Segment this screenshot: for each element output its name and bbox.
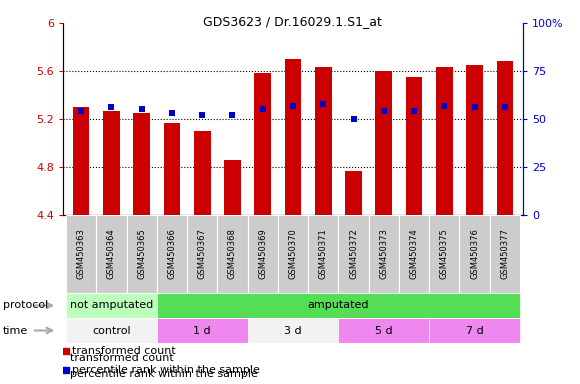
Text: GSM450376: GSM450376 [470, 228, 479, 280]
Bar [338, 318, 429, 343]
Bar [375, 71, 392, 215]
Text: GSM450365: GSM450365 [137, 228, 146, 280]
Bar [436, 68, 452, 215]
Bar [308, 215, 338, 293]
Text: protocol: protocol [3, 301, 48, 311]
Point [107, 104, 116, 111]
Text: GSM450370: GSM450370 [288, 228, 298, 280]
Text: control: control [92, 326, 130, 336]
Text: time: time [3, 326, 28, 336]
Point [440, 103, 449, 109]
Bar [126, 215, 157, 293]
Text: GSM450372: GSM450372 [349, 228, 358, 280]
Text: GSM450369: GSM450369 [258, 228, 267, 280]
Point [318, 101, 328, 107]
Point [379, 108, 389, 114]
Text: amputated: amputated [307, 301, 369, 311]
Bar [194, 131, 211, 215]
Text: GSM450371: GSM450371 [319, 228, 328, 280]
Bar [345, 170, 362, 215]
Bar [255, 73, 271, 215]
Bar [133, 113, 150, 215]
Text: GSM450375: GSM450375 [440, 228, 449, 280]
Bar [157, 293, 520, 318]
Bar [429, 318, 520, 343]
Bar [66, 293, 157, 318]
Point [288, 103, 298, 109]
Text: GSM450367: GSM450367 [198, 228, 206, 280]
Text: GSM450363: GSM450363 [77, 228, 86, 280]
Text: GSM450368: GSM450368 [228, 228, 237, 280]
Bar [399, 215, 429, 293]
Bar [315, 68, 332, 215]
Text: GSM450366: GSM450366 [168, 228, 176, 280]
Bar [164, 122, 180, 215]
Text: GSM450377: GSM450377 [501, 228, 509, 280]
Text: 3 d: 3 d [284, 326, 302, 336]
Bar [218, 215, 248, 293]
Bar [338, 215, 369, 293]
Bar [406, 77, 422, 215]
Bar [103, 111, 119, 215]
Point [198, 112, 207, 118]
Bar [459, 215, 490, 293]
Bar [96, 215, 126, 293]
Text: GDS3623 / Dr.16029.1.S1_at: GDS3623 / Dr.16029.1.S1_at [203, 15, 382, 28]
Point [500, 104, 509, 111]
Bar [429, 215, 459, 293]
Text: percentile rank within the sample: percentile rank within the sample [63, 369, 258, 379]
Text: 1 d: 1 d [193, 326, 211, 336]
Text: GSM450374: GSM450374 [409, 228, 419, 280]
Bar [278, 215, 308, 293]
Bar [248, 215, 278, 293]
Bar [466, 65, 483, 215]
Bar [224, 160, 241, 215]
Bar [73, 107, 89, 215]
Bar [157, 215, 187, 293]
Bar [496, 61, 513, 215]
Text: GSM450373: GSM450373 [379, 228, 388, 280]
Text: GSM450364: GSM450364 [107, 228, 116, 280]
Point [258, 106, 267, 113]
Point [228, 112, 237, 118]
Bar [285, 59, 302, 215]
Point [470, 104, 479, 111]
Bar [66, 318, 157, 343]
Text: percentile rank within the sample: percentile rank within the sample [72, 366, 260, 376]
Text: 7 d: 7 d [466, 326, 484, 336]
Point [61, 348, 70, 354]
Text: transformed count: transformed count [72, 346, 175, 356]
Point [137, 106, 146, 113]
Bar [369, 215, 399, 293]
Point [409, 108, 419, 114]
Point [61, 367, 70, 374]
Text: 5 d: 5 d [375, 326, 393, 336]
Bar [66, 215, 96, 293]
Bar [248, 318, 338, 343]
Text: transformed count: transformed count [63, 353, 174, 363]
Point [167, 110, 176, 116]
Bar [187, 215, 218, 293]
Point [349, 116, 358, 122]
Bar [157, 318, 248, 343]
Point [77, 108, 86, 114]
Text: not amputated: not amputated [70, 301, 153, 311]
Bar [490, 215, 520, 293]
